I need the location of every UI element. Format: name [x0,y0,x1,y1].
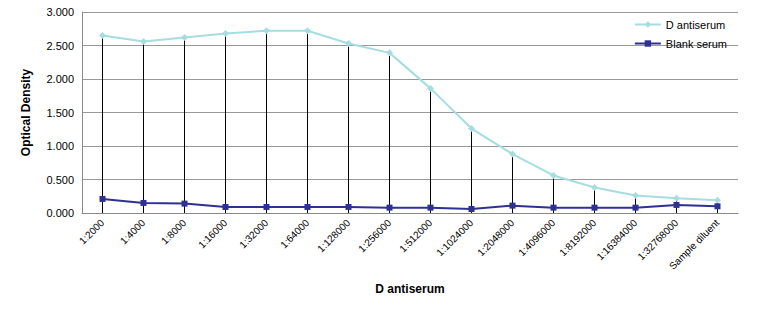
svg-text:1:128000: 1:128000 [315,217,353,255]
svg-text:1:4096000: 1:4096000 [516,217,557,258]
svg-text:1:2048000: 1:2048000 [475,217,516,258]
svg-text:1:32768000: 1:32768000 [635,217,680,262]
svg-text:D antiserum: D antiserum [375,282,444,296]
svg-text:0.500: 0.500 [46,174,74,186]
svg-text:1:64000: 1:64000 [278,217,312,251]
svg-text:Blank serum: Blank serum [666,38,727,50]
svg-text:2.500: 2.500 [46,40,74,52]
svg-text:1:16000: 1:16000 [196,217,230,251]
svg-text:1.500: 1.500 [46,107,74,119]
svg-text:1:4000: 1:4000 [118,217,148,247]
svg-text:1:1024000: 1:1024000 [434,217,475,258]
svg-text:1:32000: 1:32000 [237,217,271,251]
svg-text:1.000: 1.000 [46,140,74,152]
svg-text:1:512000: 1:512000 [397,217,435,255]
svg-text:Sample diluent: Sample diluent [667,217,722,272]
svg-text:0.000: 0.000 [46,207,74,219]
svg-text:1:16384000: 1:16384000 [594,217,639,262]
svg-text:Optical Density: Optical Density [19,68,33,156]
svg-text:1:8192000: 1:8192000 [557,217,598,258]
svg-text:3.000: 3.000 [46,6,74,18]
svg-text:1:256000: 1:256000 [356,217,394,255]
svg-text:D antiserum: D antiserum [666,19,725,31]
svg-text:1:8000: 1:8000 [159,217,189,247]
svg-text:1:2000: 1:2000 [77,217,107,247]
svg-text:2.000: 2.000 [46,73,74,85]
